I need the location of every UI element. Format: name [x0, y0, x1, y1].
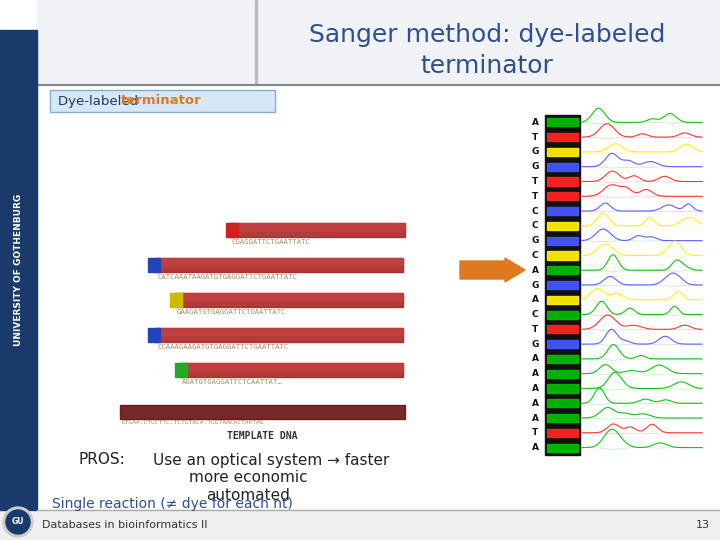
Bar [547, 370, 578, 378]
Text: A: A [531, 369, 539, 378]
Text: CCAAAGAAGATGTGAGGATTCTGAATTATC: CCAAAGAAGATGTGAGGATTCTGAATTATC [157, 344, 288, 350]
Bar [547, 133, 578, 141]
Bar [547, 325, 578, 333]
Text: Dye-labeled: Dye-labeled [58, 94, 143, 107]
Bar [547, 340, 578, 348]
Text: A: A [531, 399, 539, 408]
Circle shape [6, 510, 30, 534]
Bar [547, 384, 578, 393]
Bar [175, 293, 403, 307]
Bar [547, 178, 578, 186]
Text: automated: automated [206, 489, 290, 503]
Bar [545, 115, 580, 455]
FancyBboxPatch shape [50, 90, 275, 112]
Bar [547, 443, 578, 451]
Bar [547, 310, 578, 319]
Bar [230, 223, 405, 237]
Bar [547, 399, 578, 407]
FancyArrow shape [460, 258, 525, 282]
Text: G: G [531, 147, 539, 157]
Text: A: A [531, 414, 539, 422]
Text: GTGAA.CTGCTTC.TCTGTACA.TGGTAACACTAATAG: GTGAA.CTGCTTC.TCTGTACA.TGGTAACACTAATAG [122, 420, 264, 424]
Text: A: A [531, 354, 539, 363]
Text: T: T [532, 192, 538, 201]
Bar [547, 192, 578, 200]
Bar [547, 429, 578, 437]
Bar [37, 0, 720, 85]
Bar [547, 222, 578, 230]
Bar [148, 328, 160, 342]
Text: terminator: terminator [121, 94, 202, 107]
Text: more economic: more economic [189, 470, 307, 485]
Bar [120, 405, 405, 419]
Bar [547, 281, 578, 289]
Text: Databases in bioinformatics II: Databases in bioinformatics II [42, 520, 207, 530]
Text: G: G [531, 340, 539, 349]
Bar [155, 328, 403, 335]
Bar [155, 328, 403, 342]
Text: GAAGATGTGAGGATTCTGAATTATC: GAAGATGTGAGGATTCTGAATTATC [177, 309, 287, 315]
Bar [230, 223, 405, 230]
Bar [175, 293, 403, 300]
Bar [547, 163, 578, 171]
Text: CATCAAATAAGATGTGAGGATTCTGAATTATC: CATCAAATAAGATGTGAGGATTCTGAATTATC [157, 274, 297, 280]
Bar [547, 251, 578, 260]
Text: T: T [532, 177, 538, 186]
Text: A: A [531, 295, 539, 304]
Bar [547, 207, 578, 215]
Bar [155, 258, 403, 265]
Text: G: G [531, 162, 539, 171]
Text: A: A [531, 443, 539, 452]
Text: AGATGTGAGGATTCTCAATTAT…: AGATGTGAGGATTCTCAATTAT… [182, 379, 283, 385]
Text: C: C [531, 251, 539, 260]
Text: T: T [532, 325, 538, 334]
Bar [155, 258, 403, 272]
Bar [180, 363, 403, 370]
Bar [547, 237, 578, 245]
Text: UNIVERSITY OF GOTHENBURG: UNIVERSITY OF GOTHENBURG [14, 194, 23, 346]
Bar [175, 363, 187, 377]
Bar [547, 296, 578, 304]
Bar [547, 118, 578, 126]
Text: A: A [531, 266, 539, 275]
Circle shape [3, 507, 33, 537]
Text: GU: GU [12, 517, 24, 526]
Text: 13: 13 [696, 520, 710, 530]
Text: A: A [531, 384, 539, 393]
Bar [547, 414, 578, 422]
Text: TEMPLATE DNA: TEMPLATE DNA [228, 431, 298, 441]
Text: Single reaction (≠ dye for each nt): Single reaction (≠ dye for each nt) [52, 497, 293, 511]
Bar [547, 355, 578, 363]
Text: CGAGGATTCTGAATTATC: CGAGGATTCTGAATTATC [232, 239, 311, 245]
Bar [547, 148, 578, 156]
Bar [180, 363, 403, 377]
Bar [0, 510, 720, 540]
Text: T: T [532, 428, 538, 437]
Bar [547, 266, 578, 274]
Text: terminator: terminator [420, 54, 554, 78]
Bar [148, 258, 160, 272]
Text: Use an optical system → faster: Use an optical system → faster [153, 453, 390, 468]
Text: G: G [531, 280, 539, 289]
Text: C: C [531, 221, 539, 231]
Text: PROS:: PROS: [78, 453, 125, 468]
Text: Sanger method: dye-labeled: Sanger method: dye-labeled [309, 23, 665, 47]
Bar [0, 30, 37, 510]
Text: C: C [531, 207, 539, 215]
Bar [170, 293, 182, 307]
Text: T: T [532, 133, 538, 141]
Text: G: G [531, 236, 539, 245]
Bar [255, 0, 257, 85]
Bar [226, 223, 238, 237]
Text: C: C [531, 310, 539, 319]
Text: A: A [531, 118, 539, 127]
